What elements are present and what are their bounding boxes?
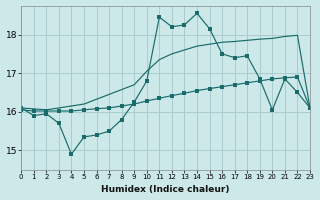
X-axis label: Humidex (Indice chaleur): Humidex (Indice chaleur) [101,185,230,194]
